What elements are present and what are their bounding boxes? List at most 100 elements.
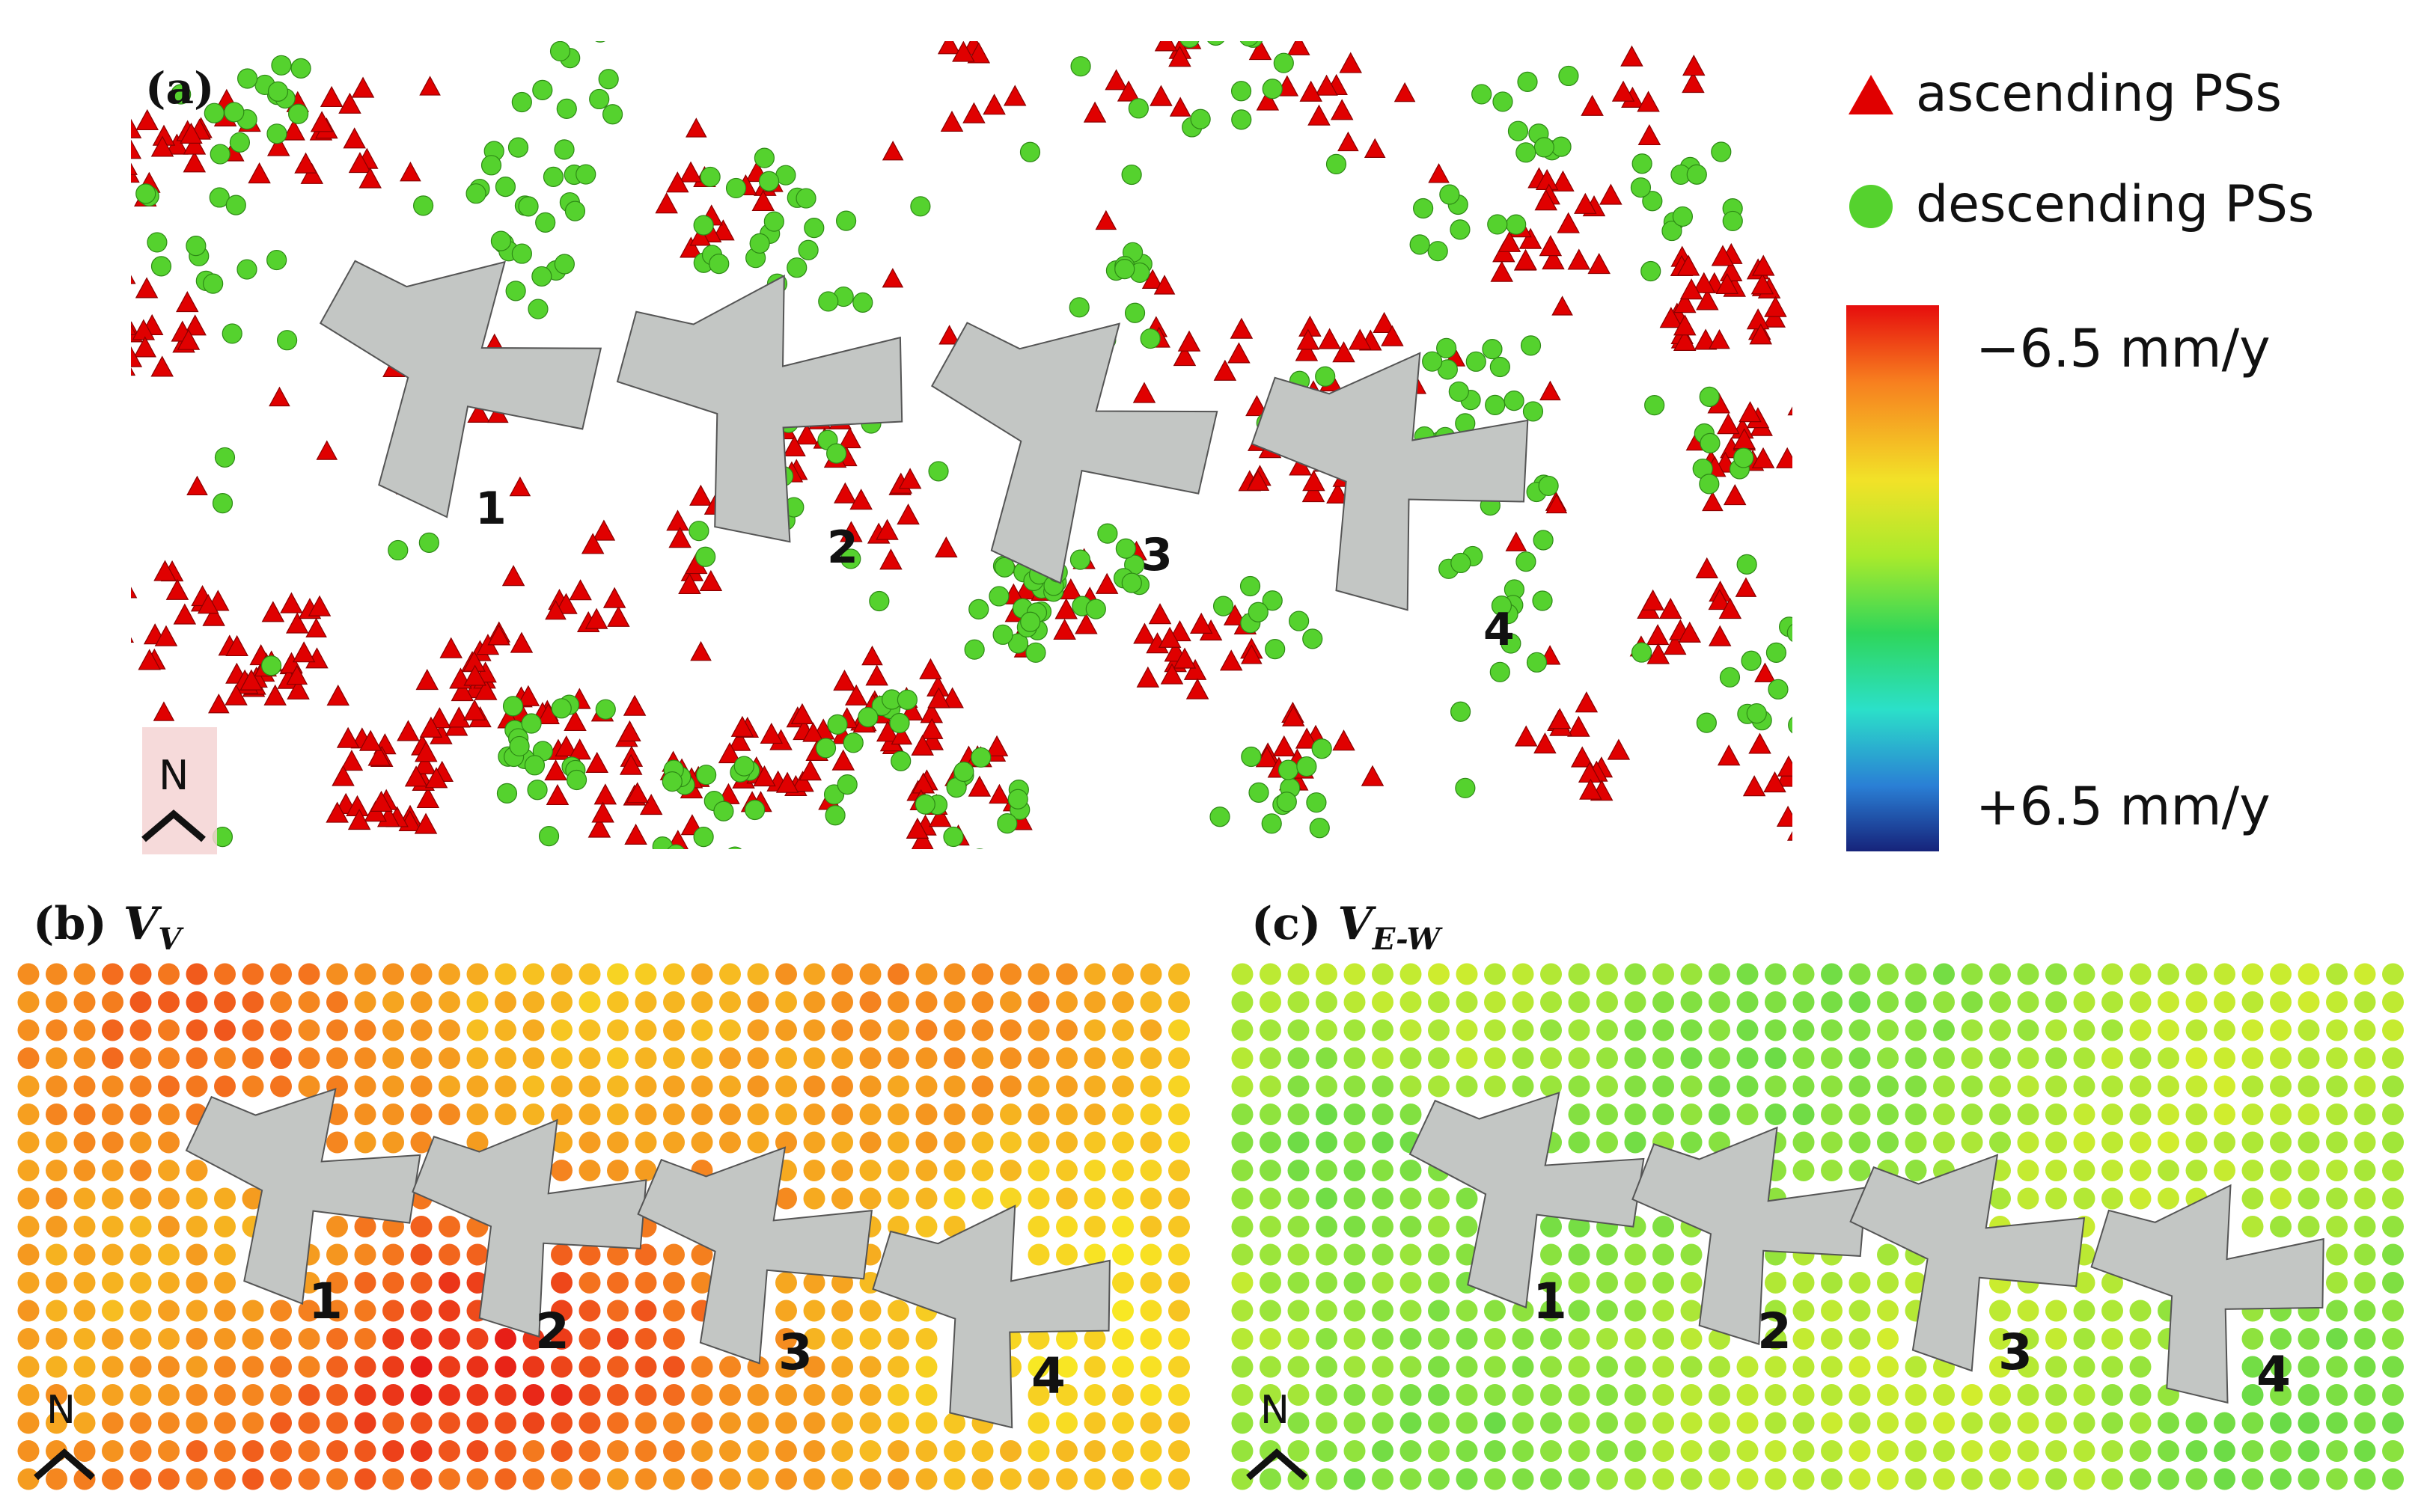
grid-point [2241, 1131, 2264, 1154]
grid-point [1849, 1160, 1871, 1181]
grid-point [214, 1047, 236, 1069]
grid-point [102, 1047, 123, 1069]
grid-point [1000, 1019, 1022, 1041]
grid-point [1484, 1019, 1506, 1041]
ascending-ps [1746, 308, 1770, 330]
ascending-ps [838, 427, 861, 449]
grid-point [1231, 1104, 1254, 1125]
descending-ps [1455, 777, 1476, 798]
ascending-ps [1637, 91, 1660, 112]
grid-point [1399, 963, 1422, 985]
grid-point [1821, 1412, 1843, 1434]
ascending-ps [564, 709, 587, 732]
grid-point [831, 1384, 853, 1406]
grid-point [354, 1468, 376, 1490]
grid-point [2045, 1440, 2067, 1462]
ascending-ps [760, 722, 784, 744]
grid-point [1112, 1216, 1134, 1237]
grid-point [129, 1131, 152, 1154]
grid-point [1540, 1272, 1562, 1294]
ascending-ps [1795, 449, 1817, 468]
descending-ps [1325, 153, 1347, 175]
panel-label-c: (c) VE-W [1251, 898, 1444, 957]
ascending-ps [1361, 765, 1385, 786]
grid-point [410, 963, 433, 985]
grid-point [1372, 1243, 1393, 1266]
grid-point [439, 1440, 460, 1462]
ascending-ps [415, 668, 439, 691]
ascending-ps [1307, 104, 1331, 126]
grid-point [1709, 1440, 1730, 1462]
grid-point [1961, 1468, 1983, 1490]
grid-point [1028, 1047, 1050, 1069]
building-label-2: 2 [1757, 1303, 1792, 1360]
ascending-ps [1154, 41, 1178, 52]
grid-point [1933, 1468, 1955, 1490]
grid-point [1112, 1075, 1134, 1098]
building-3: 3 [930, 322, 1218, 584]
grid-point [1877, 1104, 1899, 1125]
grid-point [2354, 1272, 2376, 1294]
grid-point [1877, 963, 1899, 985]
descending-ps [1526, 652, 1548, 673]
descending-ps [1515, 551, 1536, 572]
ascending-ps [1490, 260, 1513, 282]
grid-point [1792, 1468, 1815, 1490]
grid-point [1989, 1047, 2011, 1069]
grid-point [1484, 1328, 1506, 1350]
grid-point [831, 1187, 853, 1210]
grid-point [2382, 1468, 2404, 1490]
grid-point [2158, 1104, 2179, 1125]
ascending-ps [153, 701, 175, 721]
grid-point [635, 963, 657, 985]
grid-point [803, 1384, 825, 1406]
grid-point [1568, 963, 1590, 985]
grid-point [1568, 1272, 1590, 1294]
descending-ps [589, 88, 610, 110]
north-label-b: N [46, 1388, 76, 1433]
grid-point [242, 1047, 264, 1069]
grid-point [129, 1243, 152, 1266]
grid-point [2354, 1356, 2376, 1378]
ascending-ps [225, 634, 248, 657]
ascending-ps [186, 475, 208, 496]
grid-point [551, 1019, 573, 1041]
grid-point [2382, 1328, 2404, 1350]
descending-ps [1471, 84, 1492, 105]
grid-point [46, 1328, 67, 1350]
grid-point [915, 1019, 938, 1041]
descending-ps [818, 291, 839, 312]
grid-point [1084, 1019, 1106, 1041]
grid-point [1343, 1440, 1366, 1462]
grid-point [1343, 1047, 1366, 1069]
grid-point [1540, 1412, 1562, 1434]
grid-point [2214, 1412, 2235, 1434]
ascending-ps [1694, 328, 1718, 350]
grid-point [1484, 1047, 1506, 1069]
descending-ps [388, 539, 409, 561]
building-4: 4 [1251, 352, 1529, 656]
grid-point [495, 1075, 516, 1098]
ascending-ps [1296, 328, 1320, 350]
ascending-ps [921, 717, 944, 739]
grid-point [747, 1384, 769, 1406]
grid-point [1989, 991, 2011, 1013]
ascending-ps [1054, 598, 1078, 619]
grid-point [1821, 1356, 1843, 1378]
ascending-ps [336, 726, 360, 748]
grid-point [1112, 1104, 1134, 1125]
grid-point [1540, 1243, 1562, 1266]
grid-point [2354, 1468, 2376, 1490]
grid-point [1056, 1384, 1078, 1406]
grid-point [2241, 1075, 2264, 1098]
grid-point [129, 1440, 152, 1462]
ascending-ps [1295, 340, 1319, 361]
grid-point [2241, 1440, 2264, 1462]
descending-ps [1533, 530, 1554, 551]
grid-point [2017, 1356, 2039, 1378]
grid-point [2158, 1075, 2179, 1098]
grid-point [2158, 1019, 2179, 1041]
grid-point [1084, 1216, 1106, 1237]
grid-point [1231, 1412, 1254, 1434]
building-label-2: 2 [827, 521, 858, 574]
